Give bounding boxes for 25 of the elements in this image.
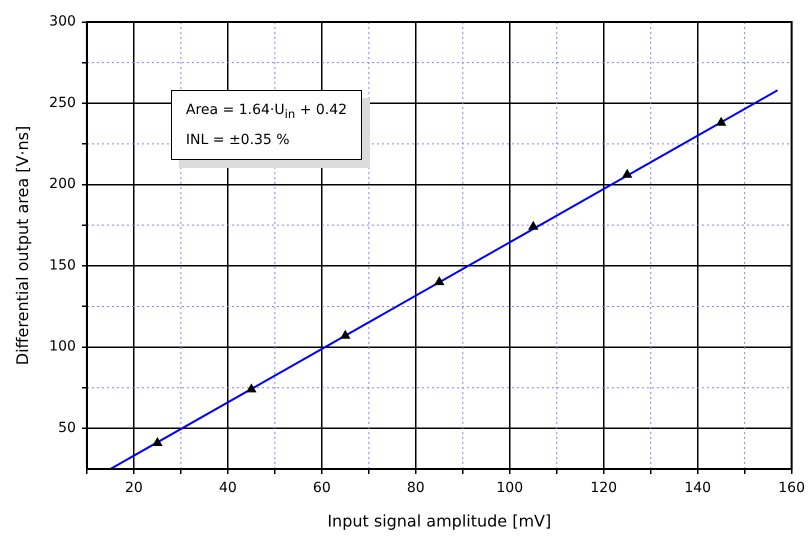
x-tick-label: 40 [218,480,237,496]
annotation: Area = 1.64·U$_{in}$ + 0.42 [186,101,348,123]
x-axis-title: Input signal amplitude [mV] [327,512,552,531]
x-tick-label: 120 [590,480,618,496]
x-tick-label: 60 [312,480,331,496]
y-axis-title: Differential output area [V·ns] [12,126,32,366]
y-tick-label: 50 [58,420,76,436]
y-tick-label: 100 [49,338,76,355]
point [716,116,726,126]
x-tick-label: 20 [124,480,143,496]
point [434,276,444,286]
point [340,330,351,339]
y-tick-label: 150 [49,257,76,274]
x-tick-label: 80 [406,480,425,496]
point [622,168,632,178]
x-tick-label: 160 [778,480,806,496]
y-tick-label: 200 [49,176,76,192]
point [246,383,257,392]
annotation: INL = ±0.35 % [186,130,291,150]
point [152,436,163,446]
point [528,220,538,230]
y-tick-label: 250 [49,94,76,111]
x-tick-label: 100 [496,480,524,496]
x-tick-label: 140 [684,480,712,496]
y-tick-label: 300 [49,14,76,30]
